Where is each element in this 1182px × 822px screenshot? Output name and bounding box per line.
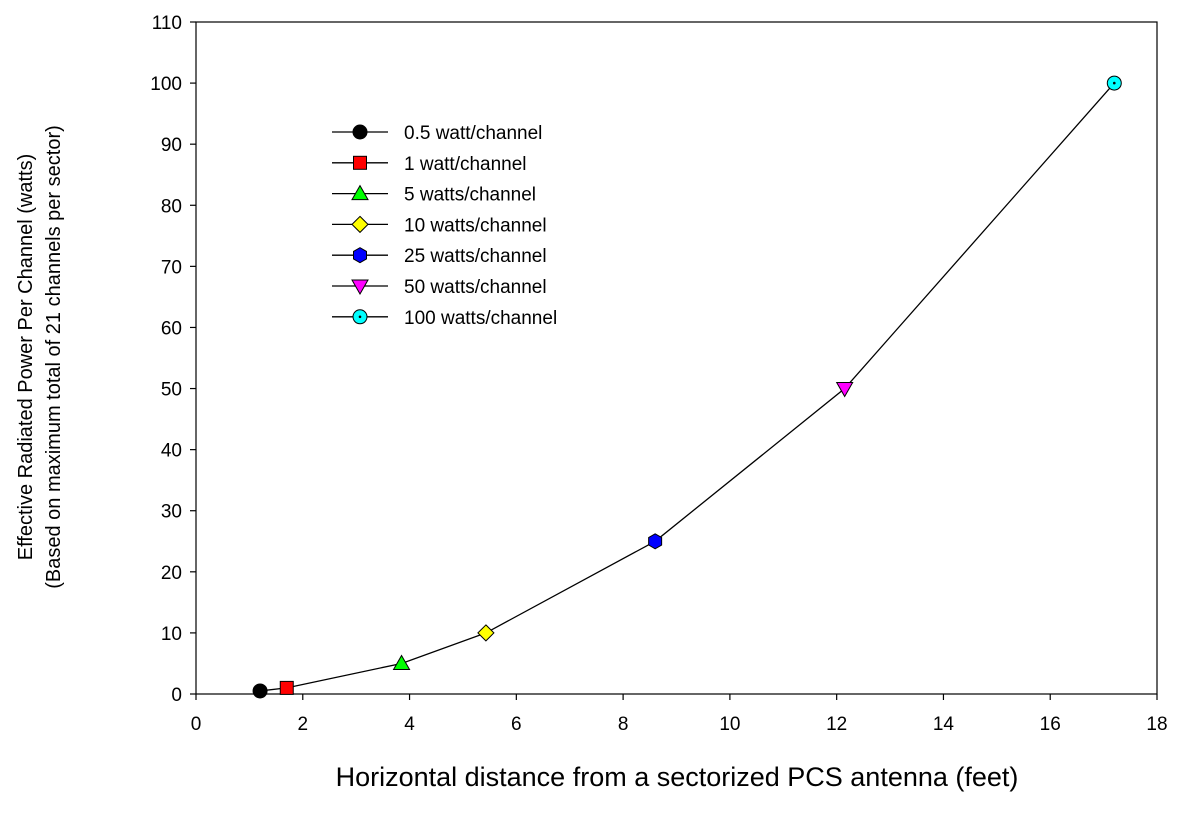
x-tick-label: 4	[404, 714, 415, 735]
series-line	[259, 82, 1115, 692]
y-tick-label: 70	[161, 257, 182, 278]
y-tick-label: 30	[161, 502, 182, 523]
legend-marker	[353, 155, 367, 170]
legend-label: 10 watts/channel	[404, 215, 547, 236]
legend-label: 5 watts/channel	[404, 185, 536, 206]
legend-label: 0.5 watt/channel	[404, 123, 542, 144]
y-tick-label: 90	[161, 135, 182, 156]
legend-marker-center	[358, 315, 362, 319]
x-tick-label: 16	[1040, 714, 1061, 735]
legend-label: 100 watts/channel	[404, 308, 557, 329]
x-axis-title: Horizontal distance from a sectorized PC…	[336, 762, 1019, 792]
y-axis-subtitle: (Based on maximum total of 21 channels p…	[43, 125, 65, 589]
y-tick-label: 0	[171, 685, 182, 706]
x-tick-label: 18	[1146, 714, 1167, 735]
data-point	[392, 654, 411, 670]
y-axis-title: Effective Radiated Power Per Channel (wa…	[15, 154, 37, 561]
legend: 0.5 watt/channel 1 watt/channel 5 watts/ch…	[332, 123, 557, 329]
legend-marker	[351, 184, 369, 201]
x-tick-label: 8	[618, 714, 629, 735]
y-tick-label: 40	[161, 441, 182, 462]
data-point	[477, 624, 495, 642]
data-point	[252, 683, 268, 699]
axes: 0 2 4 6 8 10 12 14 16 18 0 10 20 30 40 50 60 70 80 90 100 110	[150, 13, 1167, 735]
y-tick-label: 50	[161, 380, 182, 401]
y-tick-label: 80	[161, 196, 182, 217]
legend-label: 25 watts/channel	[404, 246, 547, 267]
data-point	[279, 680, 294, 695]
data-point-center	[1112, 81, 1116, 85]
x-tick-label: 0	[191, 714, 202, 735]
x-tick-label: 14	[933, 714, 955, 735]
x-tick-label: 6	[511, 714, 522, 735]
x-tick-label: 12	[826, 714, 847, 735]
series	[252, 75, 1122, 699]
legend-marker	[353, 247, 367, 264]
legend-marker	[351, 215, 369, 234]
data-point	[835, 382, 854, 398]
legend-label: 50 watts/channel	[404, 277, 547, 298]
data-point	[648, 533, 663, 550]
y-tick-label: 20	[161, 563, 182, 584]
legend-marker	[352, 124, 368, 140]
x-tick-label: 10	[719, 714, 740, 735]
y-tick-label: 110	[152, 13, 182, 34]
x-tick-label: 2	[297, 714, 308, 735]
y-tick-label: 10	[161, 624, 182, 645]
plot-frame	[195, 21, 1158, 695]
legend-marker	[351, 279, 369, 296]
y-tick-label: 60	[161, 318, 182, 339]
legend-label: 1 watt/channel	[404, 154, 527, 175]
y-tick-label: 100	[150, 74, 182, 95]
